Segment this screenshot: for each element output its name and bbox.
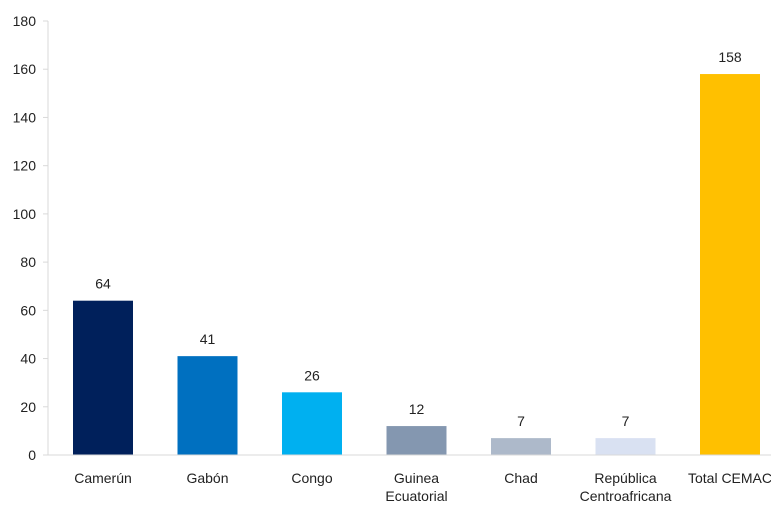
x-axis: Camerún Gabón Congo Guinea Ecuatorial Chad Rep… (48, 454, 771, 504)
data-label: 41 (200, 331, 216, 347)
bar (595, 438, 656, 455)
x-tick-label: Congo (291, 470, 332, 486)
x-tick-label: República Centroafricana (580, 470, 672, 503)
bar (177, 356, 238, 455)
bar (491, 438, 551, 455)
y-tick-label: 180 (13, 13, 37, 29)
data-label: 7 (622, 413, 630, 429)
y-tick-label: 120 (13, 158, 37, 174)
data-label: 64 (95, 276, 111, 292)
y-tick-label: 140 (13, 109, 37, 125)
y-tick-label: 40 (20, 351, 36, 367)
x-tick-label: Camerún (74, 470, 132, 486)
x-tick-label: Gabón (186, 470, 228, 486)
y-tick-label: 20 (20, 399, 36, 415)
y-axis: 0 20 40 60 80 100 120 140 160 180 (13, 13, 49, 463)
bars (73, 74, 760, 456)
data-label: 158 (718, 49, 742, 65)
bar (73, 300, 133, 455)
x-tick-label: Chad (504, 470, 537, 486)
data-labels: 64 41 26 12 7 7 158 (95, 49, 742, 429)
x-tick-label: Total CEMAC (688, 470, 771, 486)
x-tick-label: Guinea Ecuatorial (385, 470, 447, 503)
data-label: 26 (304, 367, 320, 383)
bar (700, 74, 760, 456)
bar (386, 426, 447, 455)
y-tick-label: 80 (20, 254, 36, 270)
bar (282, 392, 342, 455)
y-tick-label: 60 (20, 302, 36, 318)
y-tick-label: 0 (28, 447, 36, 463)
y-tick-label: 160 (13, 61, 37, 77)
data-label: 12 (409, 401, 425, 417)
y-tick-label: 100 (13, 206, 37, 222)
data-label: 7 (517, 413, 525, 429)
